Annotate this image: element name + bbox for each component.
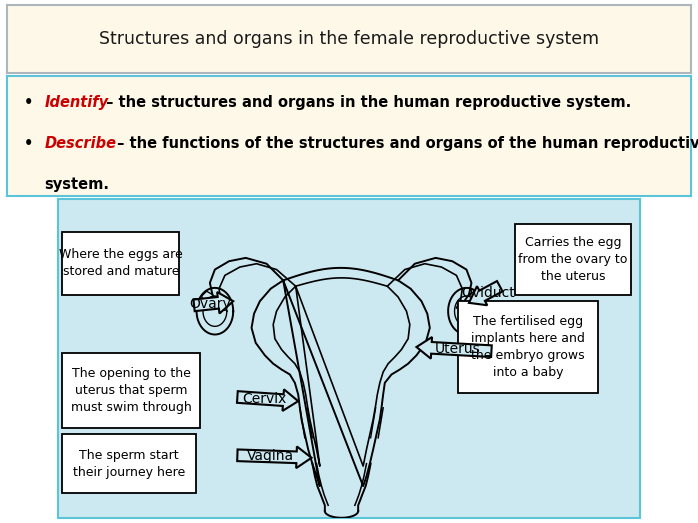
Text: Oviduct: Oviduct xyxy=(461,286,514,300)
Text: Where the eggs are
stored and mature: Where the eggs are stored and mature xyxy=(59,248,183,278)
Polygon shape xyxy=(237,447,311,468)
Text: Structures and organs in the female reproductive system: Structures and organs in the female repr… xyxy=(99,30,599,48)
Text: Identify: Identify xyxy=(45,95,109,110)
Text: The fertilised egg
implants here and
the embryo grows
into a baby: The fertilised egg implants here and the… xyxy=(471,315,585,379)
Text: The sperm start
their journey here: The sperm start their journey here xyxy=(73,449,185,479)
Text: Carries the egg
from the ovary to
the uterus: Carries the egg from the ovary to the ut… xyxy=(519,236,628,282)
Text: The opening to the
uterus that sperm
must swim through: The opening to the uterus that sperm mus… xyxy=(70,367,191,414)
Text: Describe: Describe xyxy=(45,135,117,151)
Text: Ovary: Ovary xyxy=(189,297,231,311)
Text: Vagina: Vagina xyxy=(247,449,295,463)
Text: Uterus: Uterus xyxy=(435,342,480,356)
Polygon shape xyxy=(417,337,492,359)
FancyBboxPatch shape xyxy=(62,435,195,493)
FancyBboxPatch shape xyxy=(514,224,632,294)
Text: – the functions of the structures and organs of the human reproductive: – the functions of the structures and or… xyxy=(112,135,698,151)
FancyBboxPatch shape xyxy=(62,232,179,294)
Text: Cervix: Cervix xyxy=(242,392,286,406)
Polygon shape xyxy=(237,389,298,411)
Polygon shape xyxy=(193,292,233,314)
FancyBboxPatch shape xyxy=(62,353,200,428)
Text: – the structures and organs in the human reproductive system.: – the structures and organs in the human… xyxy=(101,95,631,110)
Polygon shape xyxy=(469,281,503,305)
FancyBboxPatch shape xyxy=(458,301,598,393)
Text: •: • xyxy=(24,135,34,151)
Text: •: • xyxy=(24,95,34,110)
Text: system.: system. xyxy=(45,177,110,191)
